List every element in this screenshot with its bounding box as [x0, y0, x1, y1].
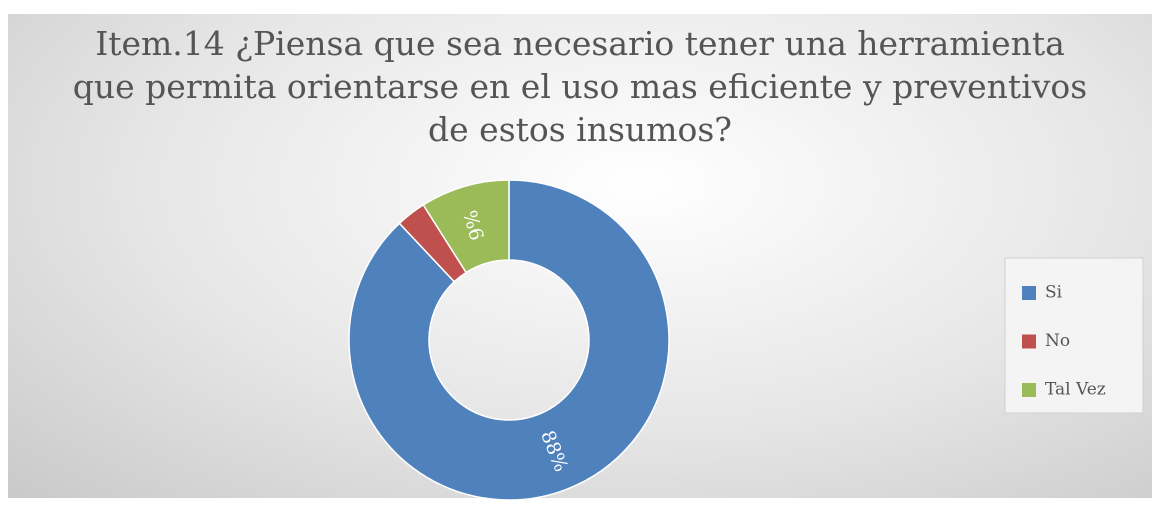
donut-slice [348, 179, 670, 501]
legend-label: No [1045, 331, 1070, 351]
legend-label: Si [1045, 283, 1063, 303]
legend-swatch [1022, 286, 1036, 300]
legend-label: Tal Vez [1045, 380, 1106, 400]
legend-swatch [1022, 383, 1036, 397]
chart-title: Item.14 ¿Piensa que sea necesario tener … [72, 24, 1088, 149]
donut-slice [422, 179, 510, 274]
legend-swatch [1022, 334, 1036, 349]
